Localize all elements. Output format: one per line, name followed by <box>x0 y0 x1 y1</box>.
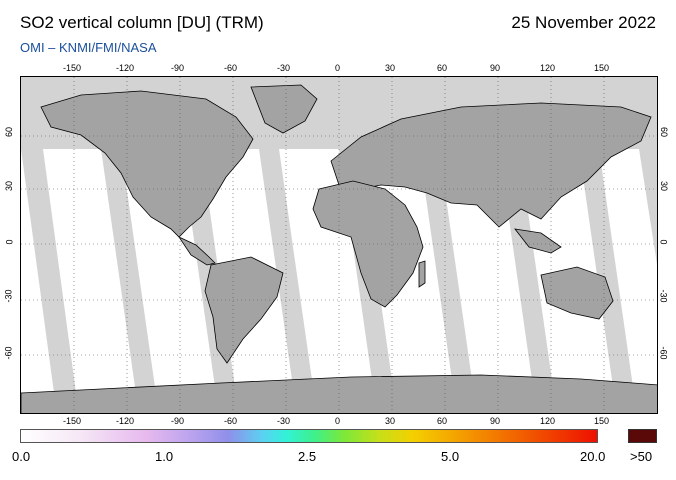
date-label: 25 November 2022 <box>511 13 656 32</box>
lon-tick-top: 90 <box>490 63 501 73</box>
map-canvas <box>21 77 657 413</box>
lon-tick-top: -90 <box>171 63 185 73</box>
lon-tick-top: 150 <box>594 63 610 73</box>
data-source: OMI – KNMI/FMI/NASA <box>20 40 157 55</box>
lat-tick-right: 60 <box>659 126 670 138</box>
lon-tick-bottom: 0 <box>335 416 341 426</box>
lon-tick-top: 0 <box>335 63 341 73</box>
lon-tick-top: 60 <box>437 63 448 73</box>
lon-tick-bottom: -30 <box>277 416 291 426</box>
lon-tick-top: -150 <box>63 63 82 73</box>
lon-tick-top: 30 <box>385 63 396 73</box>
lon-tick-bottom: 60 <box>437 416 448 426</box>
lon-tick-bottom: -60 <box>224 416 238 426</box>
colorbar-label: 2.5 <box>298 449 317 464</box>
land <box>21 84 657 413</box>
colorbar-label: 1.0 <box>155 449 174 464</box>
lat-tick-right: -30 <box>658 289 669 303</box>
lat-tick-right: 30 <box>659 180 670 192</box>
lat-tick-right: -60 <box>658 346 669 360</box>
lon-tick-bottom: 150 <box>594 416 610 426</box>
lon-tick-bottom: -120 <box>116 416 135 426</box>
colorbar-over-label: >50 <box>630 449 653 464</box>
lat-tick-left: 0 <box>4 239 15 245</box>
colorbar-label: 5.0 <box>441 449 460 464</box>
graticule <box>21 77 657 413</box>
lon-tick-top: -120 <box>116 63 135 73</box>
lat-tick-right: 0 <box>658 239 669 245</box>
lon-tick-top: -30 <box>277 63 291 73</box>
lat-tick-left: 60 <box>4 126 15 138</box>
colorbar-label: 0.0 <box>12 449 31 464</box>
lon-tick-bottom: 30 <box>385 416 396 426</box>
lon-tick-bottom: -90 <box>171 416 185 426</box>
chart-title: SO2 vertical column [DU] (TRM) <box>20 13 264 32</box>
lon-tick-bottom: -150 <box>63 416 82 426</box>
lat-tick-left: 30 <box>4 180 15 192</box>
colorbar <box>20 429 598 443</box>
lat-tick-left: -30 <box>3 289 14 303</box>
lat-tick-left: -60 <box>3 346 14 360</box>
lon-tick-top: 120 <box>540 63 556 73</box>
lon-tick-bottom: 90 <box>490 416 501 426</box>
colorbar-overflow <box>628 429 657 443</box>
lon-tick-top: -60 <box>224 63 238 73</box>
colorbar-label: 20.0 <box>580 449 606 464</box>
world-map <box>20 76 658 414</box>
lon-tick-bottom: 120 <box>540 416 556 426</box>
